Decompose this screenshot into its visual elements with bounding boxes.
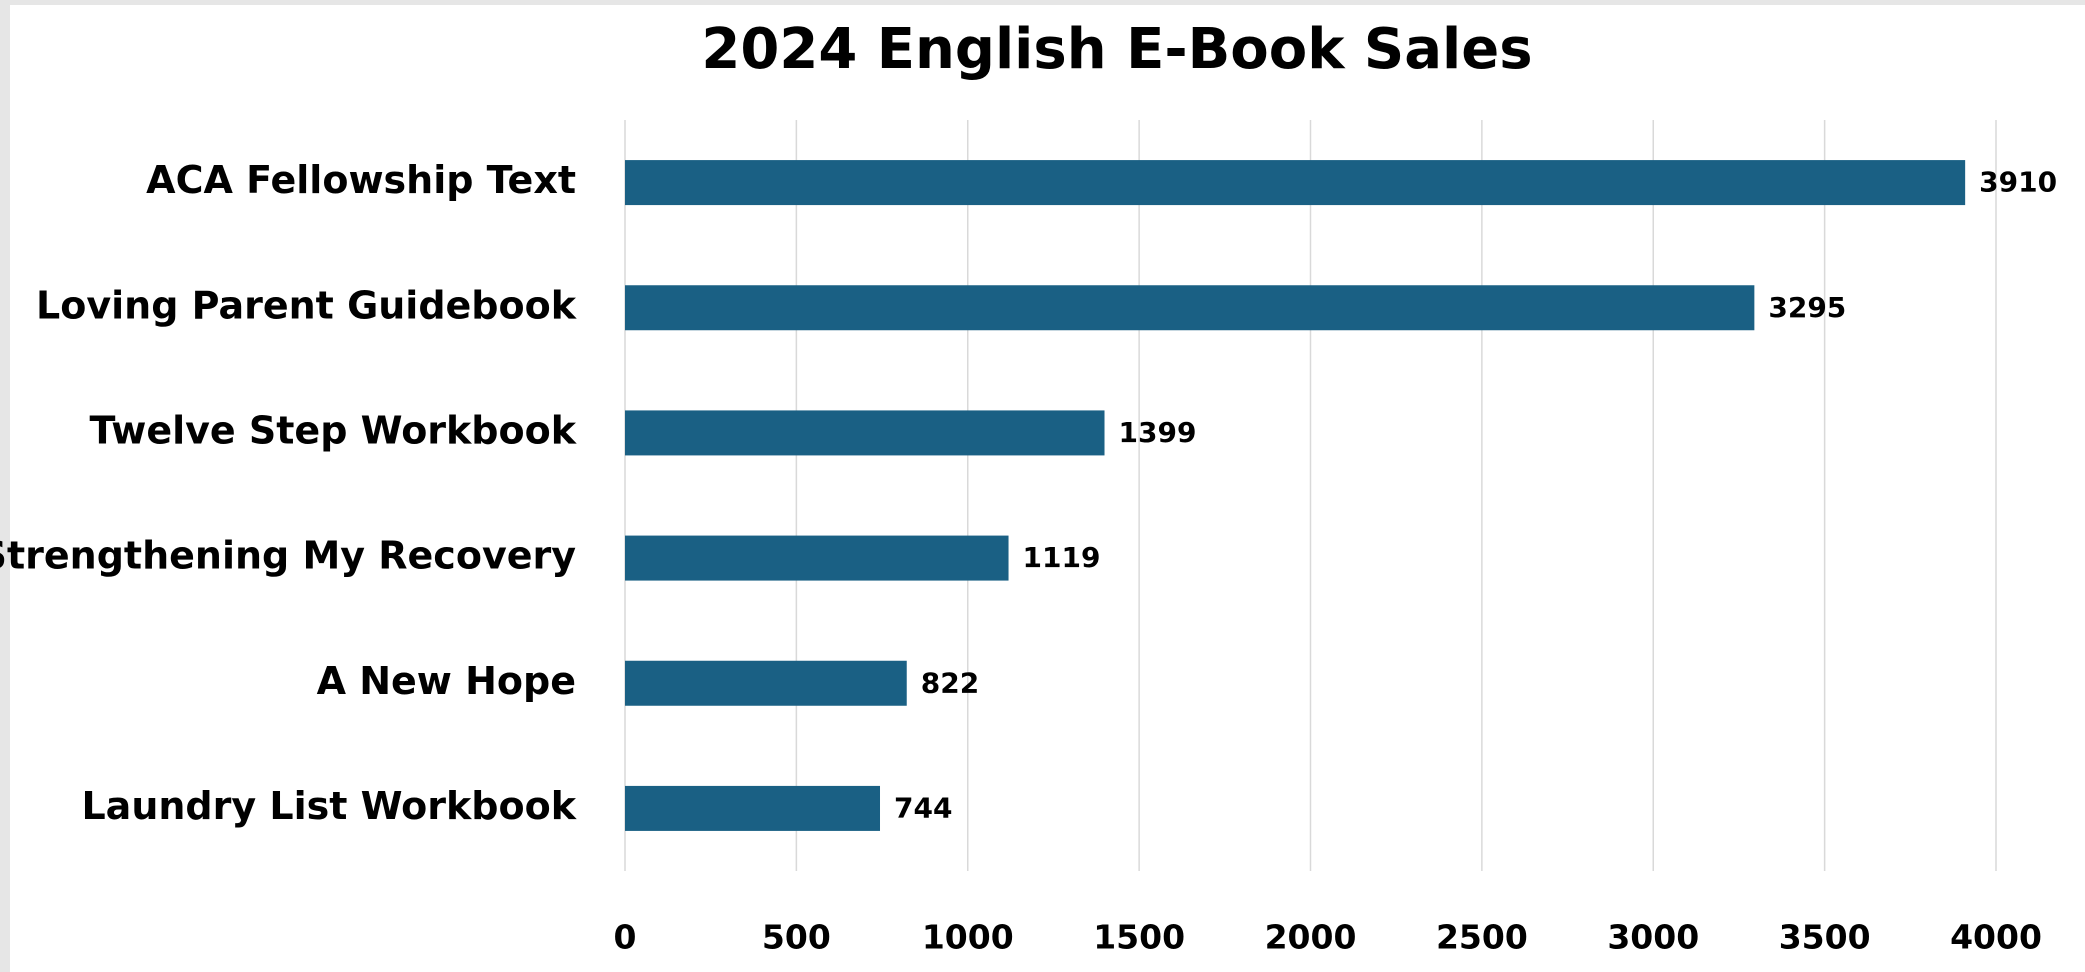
x-tick-label: 0 [614,918,637,957]
bar [625,785,881,831]
bar [625,660,907,706]
x-tick-label: 2000 [1265,918,1357,957]
y-tick-label: Strengthening My Recovery [0,534,576,578]
data-label: 822 [921,666,979,699]
data-label: 1119 [1023,541,1101,574]
y-tick-label: ACA Fellowship Text [146,158,576,202]
chart-title: 2024 English E-Book Sales [701,17,1532,82]
y-tick-label: Twelve Step Workbook [89,408,576,452]
bar [625,410,1105,456]
x-tick-label: 4000 [1950,918,2042,957]
y-tick-label: A New Hope [317,659,576,703]
x-tick-label: 3000 [1607,918,1699,957]
data-label: 3295 [1768,291,1846,324]
data-label: 1399 [1119,416,1197,449]
x-tick-label: 2500 [1436,918,1528,957]
x-tick-label: 3500 [1779,918,1871,957]
data-label: 3910 [1979,166,2057,199]
x-tick-label: 1000 [922,918,1014,957]
bar [625,160,1966,206]
bar [625,285,1755,331]
x-tick-label: 500 [762,918,831,957]
data-label: 744 [894,791,952,824]
x-tick-label: 1500 [1093,918,1185,957]
y-tick-label: Laundry List Workbook [81,784,576,828]
bar [625,535,1009,581]
y-tick-label: Loving Parent Guidebook [36,283,577,327]
